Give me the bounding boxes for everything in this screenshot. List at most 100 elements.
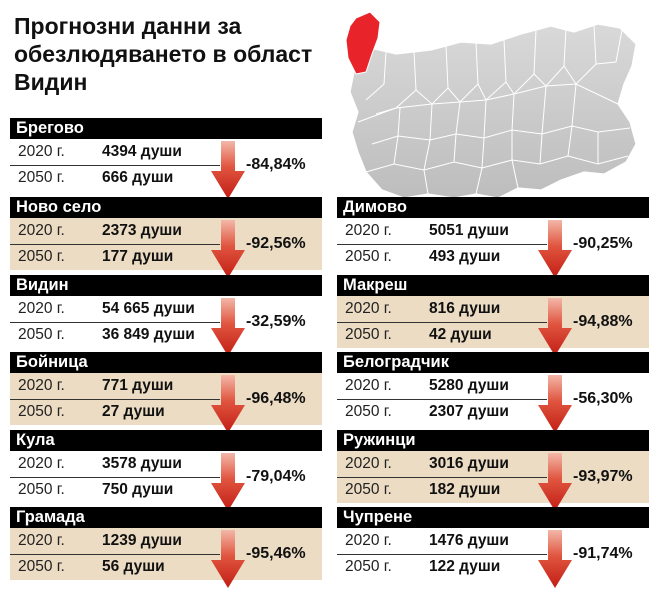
change-percent: -32,59%: [246, 313, 306, 330]
change-percent: -95,46%: [246, 545, 306, 562]
change-percent: -90,25%: [573, 235, 633, 252]
population-value: 2373 души: [102, 222, 182, 239]
row-2020: 2020 г. 3578 души: [10, 451, 220, 478]
card-body: 2020 г. 2373 души 2050 г. 177 души -92,56%: [10, 218, 322, 278]
population-value: 56 души: [102, 558, 165, 575]
row-2050: 2050 г. 2307 души: [337, 399, 547, 425]
region-borders: [357, 25, 631, 195]
municipality-card: Макреш 2020 г. 816 души 2050 г. 42 души -94,8…: [337, 275, 649, 356]
municipality-name: Димово: [337, 197, 649, 218]
municipality-card: Брегово 2020 г. 4394 души 2050 г. 666 души -8…: [10, 118, 322, 199]
bulgaria-outline: [349, 23, 637, 199]
change-percent: -79,04%: [246, 468, 306, 485]
row-2020: 2020 г. 4394 души: [10, 139, 220, 166]
year-label: 2050 г.: [18, 326, 65, 343]
card-body: 2020 г. 1239 души 2050 г. 56 души -95,46%: [10, 528, 322, 588]
municipality-name: Ново село: [10, 197, 322, 218]
year-label: 2020 г.: [345, 300, 392, 317]
row-2020: 2020 г. 816 души: [337, 296, 547, 323]
down-arrow-icon: [211, 298, 245, 356]
population-value: 1476 души: [429, 532, 509, 549]
card-body: 2020 г. 54 665 души 2050 г. 36 849 души -32,…: [10, 296, 322, 356]
row-2050: 2050 г. 177 души: [10, 244, 220, 270]
row-2050: 2050 г. 36 849 души: [10, 322, 220, 348]
change-percent: -93,97%: [573, 468, 633, 485]
down-arrow-icon: [538, 220, 572, 278]
change-percent: -94,88%: [573, 313, 633, 330]
year-label: 2020 г.: [18, 377, 65, 394]
population-value: 750 души: [102, 481, 174, 498]
row-2050: 2050 г. 493 души: [337, 244, 547, 270]
population-value: 3016 души: [429, 455, 509, 472]
year-label: 2020 г.: [18, 532, 65, 549]
change-percent: -92,56%: [246, 235, 306, 252]
row-2020: 2020 г. 2373 души: [10, 218, 220, 245]
population-value: 493 души: [429, 248, 501, 265]
down-arrow-icon: [538, 375, 572, 433]
card-body: 2020 г. 1476 души 2050 г. 122 души -91,74%: [337, 528, 649, 588]
row-2050: 2050 г. 42 души: [337, 322, 547, 348]
municipality-name: Бойница: [10, 352, 322, 373]
bulgaria-map: [336, 4, 646, 204]
card-body: 2020 г. 771 души 2050 г. 27 души -96,48%: [10, 373, 322, 433]
population-value: 2307 души: [429, 403, 509, 420]
municipality-card: Бойница 2020 г. 771 души 2050 г. 27 души -96,…: [10, 352, 322, 433]
population-value: 36 849 души: [102, 326, 195, 343]
row-2020: 2020 г. 3016 души: [337, 451, 547, 478]
down-arrow-icon: [211, 530, 245, 588]
municipality-card: Кула 2020 г. 3578 души 2050 г. 750 души -79,0…: [10, 430, 322, 511]
change-percent: -56,30%: [573, 390, 633, 407]
year-label: 2050 г.: [345, 481, 392, 498]
down-arrow-icon: [538, 530, 572, 588]
change-percent: -91,74%: [573, 545, 633, 562]
row-2050: 2050 г. 56 души: [10, 554, 220, 580]
year-label: 2020 г.: [345, 377, 392, 394]
year-label: 2020 г.: [345, 455, 392, 472]
municipality-name: Кула: [10, 430, 322, 451]
down-arrow-icon: [211, 375, 245, 433]
municipality-card: Ружинци 2020 г. 3016 души 2050 г. 182 души -9…: [337, 430, 649, 511]
population-value: 666 души: [102, 169, 174, 186]
page-title: Прогнозни данни за обезлюдяването в обла…: [14, 13, 313, 95]
row-2050: 2050 г. 666 души: [10, 165, 220, 191]
year-label: 2020 г.: [345, 222, 392, 239]
row-2020: 2020 г. 5051 души: [337, 218, 547, 245]
municipality-name: Брегово: [10, 118, 322, 139]
card-body: 2020 г. 816 души 2050 г. 42 души -94,88%: [337, 296, 649, 356]
municipality-card: Грамада 2020 г. 1239 души 2050 г. 56 души -95…: [10, 507, 322, 588]
population-value: 122 души: [429, 558, 501, 575]
population-value: 4394 души: [102, 143, 182, 160]
year-label: 2020 г.: [18, 222, 65, 239]
year-label: 2050 г.: [18, 169, 65, 186]
municipality-card: Ново село 2020 г. 2373 души 2050 г. 177 души…: [10, 197, 322, 278]
down-arrow-icon: [211, 220, 245, 278]
year-label: 2020 г.: [18, 300, 65, 317]
municipality-card: Белоградчик 2020 г. 5280 души 2050 г. 2307 д…: [337, 352, 649, 433]
municipality-name: Макреш: [337, 275, 649, 296]
year-label: 2050 г.: [345, 558, 392, 575]
population-value: 5280 души: [429, 377, 509, 394]
row-2020: 2020 г. 771 души: [10, 373, 220, 400]
down-arrow-icon: [538, 453, 572, 511]
population-value: 1239 души: [102, 532, 182, 549]
population-value: 42 души: [429, 326, 492, 343]
region-map-graphic: [345, 11, 637, 199]
municipality-name: Ружинци: [337, 430, 649, 451]
card-body: 2020 г. 3578 души 2050 г. 750 души -79,04%: [10, 451, 322, 511]
municipality-name: Видин: [10, 275, 322, 296]
population-value: 27 души: [102, 403, 165, 420]
row-2050: 2050 г. 122 души: [337, 554, 547, 580]
population-value: 5051 души: [429, 222, 509, 239]
card-body: 2020 г. 5051 души 2050 г. 493 души -90,25%: [337, 218, 649, 278]
row-2050: 2050 г. 27 души: [10, 399, 220, 425]
vidin-region-highlight: [345, 11, 381, 75]
row-2050: 2050 г. 750 души: [10, 477, 220, 503]
municipality-card: Видин 2020 г. 54 665 души 2050 г. 36 849 душ…: [10, 275, 322, 356]
municipality-card: Чупрене 2020 г. 1476 души 2050 г. 122 души -9…: [337, 507, 649, 588]
card-body: 2020 г. 5280 души 2050 г. 2307 души -56,30%: [337, 373, 649, 433]
year-label: 2020 г.: [345, 532, 392, 549]
population-value: 182 души: [429, 481, 501, 498]
change-percent: -84,84%: [246, 156, 306, 173]
card-body: 2020 г. 3016 души 2050 г. 182 души -93,97%: [337, 451, 649, 511]
municipality-name: Белоградчик: [337, 352, 649, 373]
